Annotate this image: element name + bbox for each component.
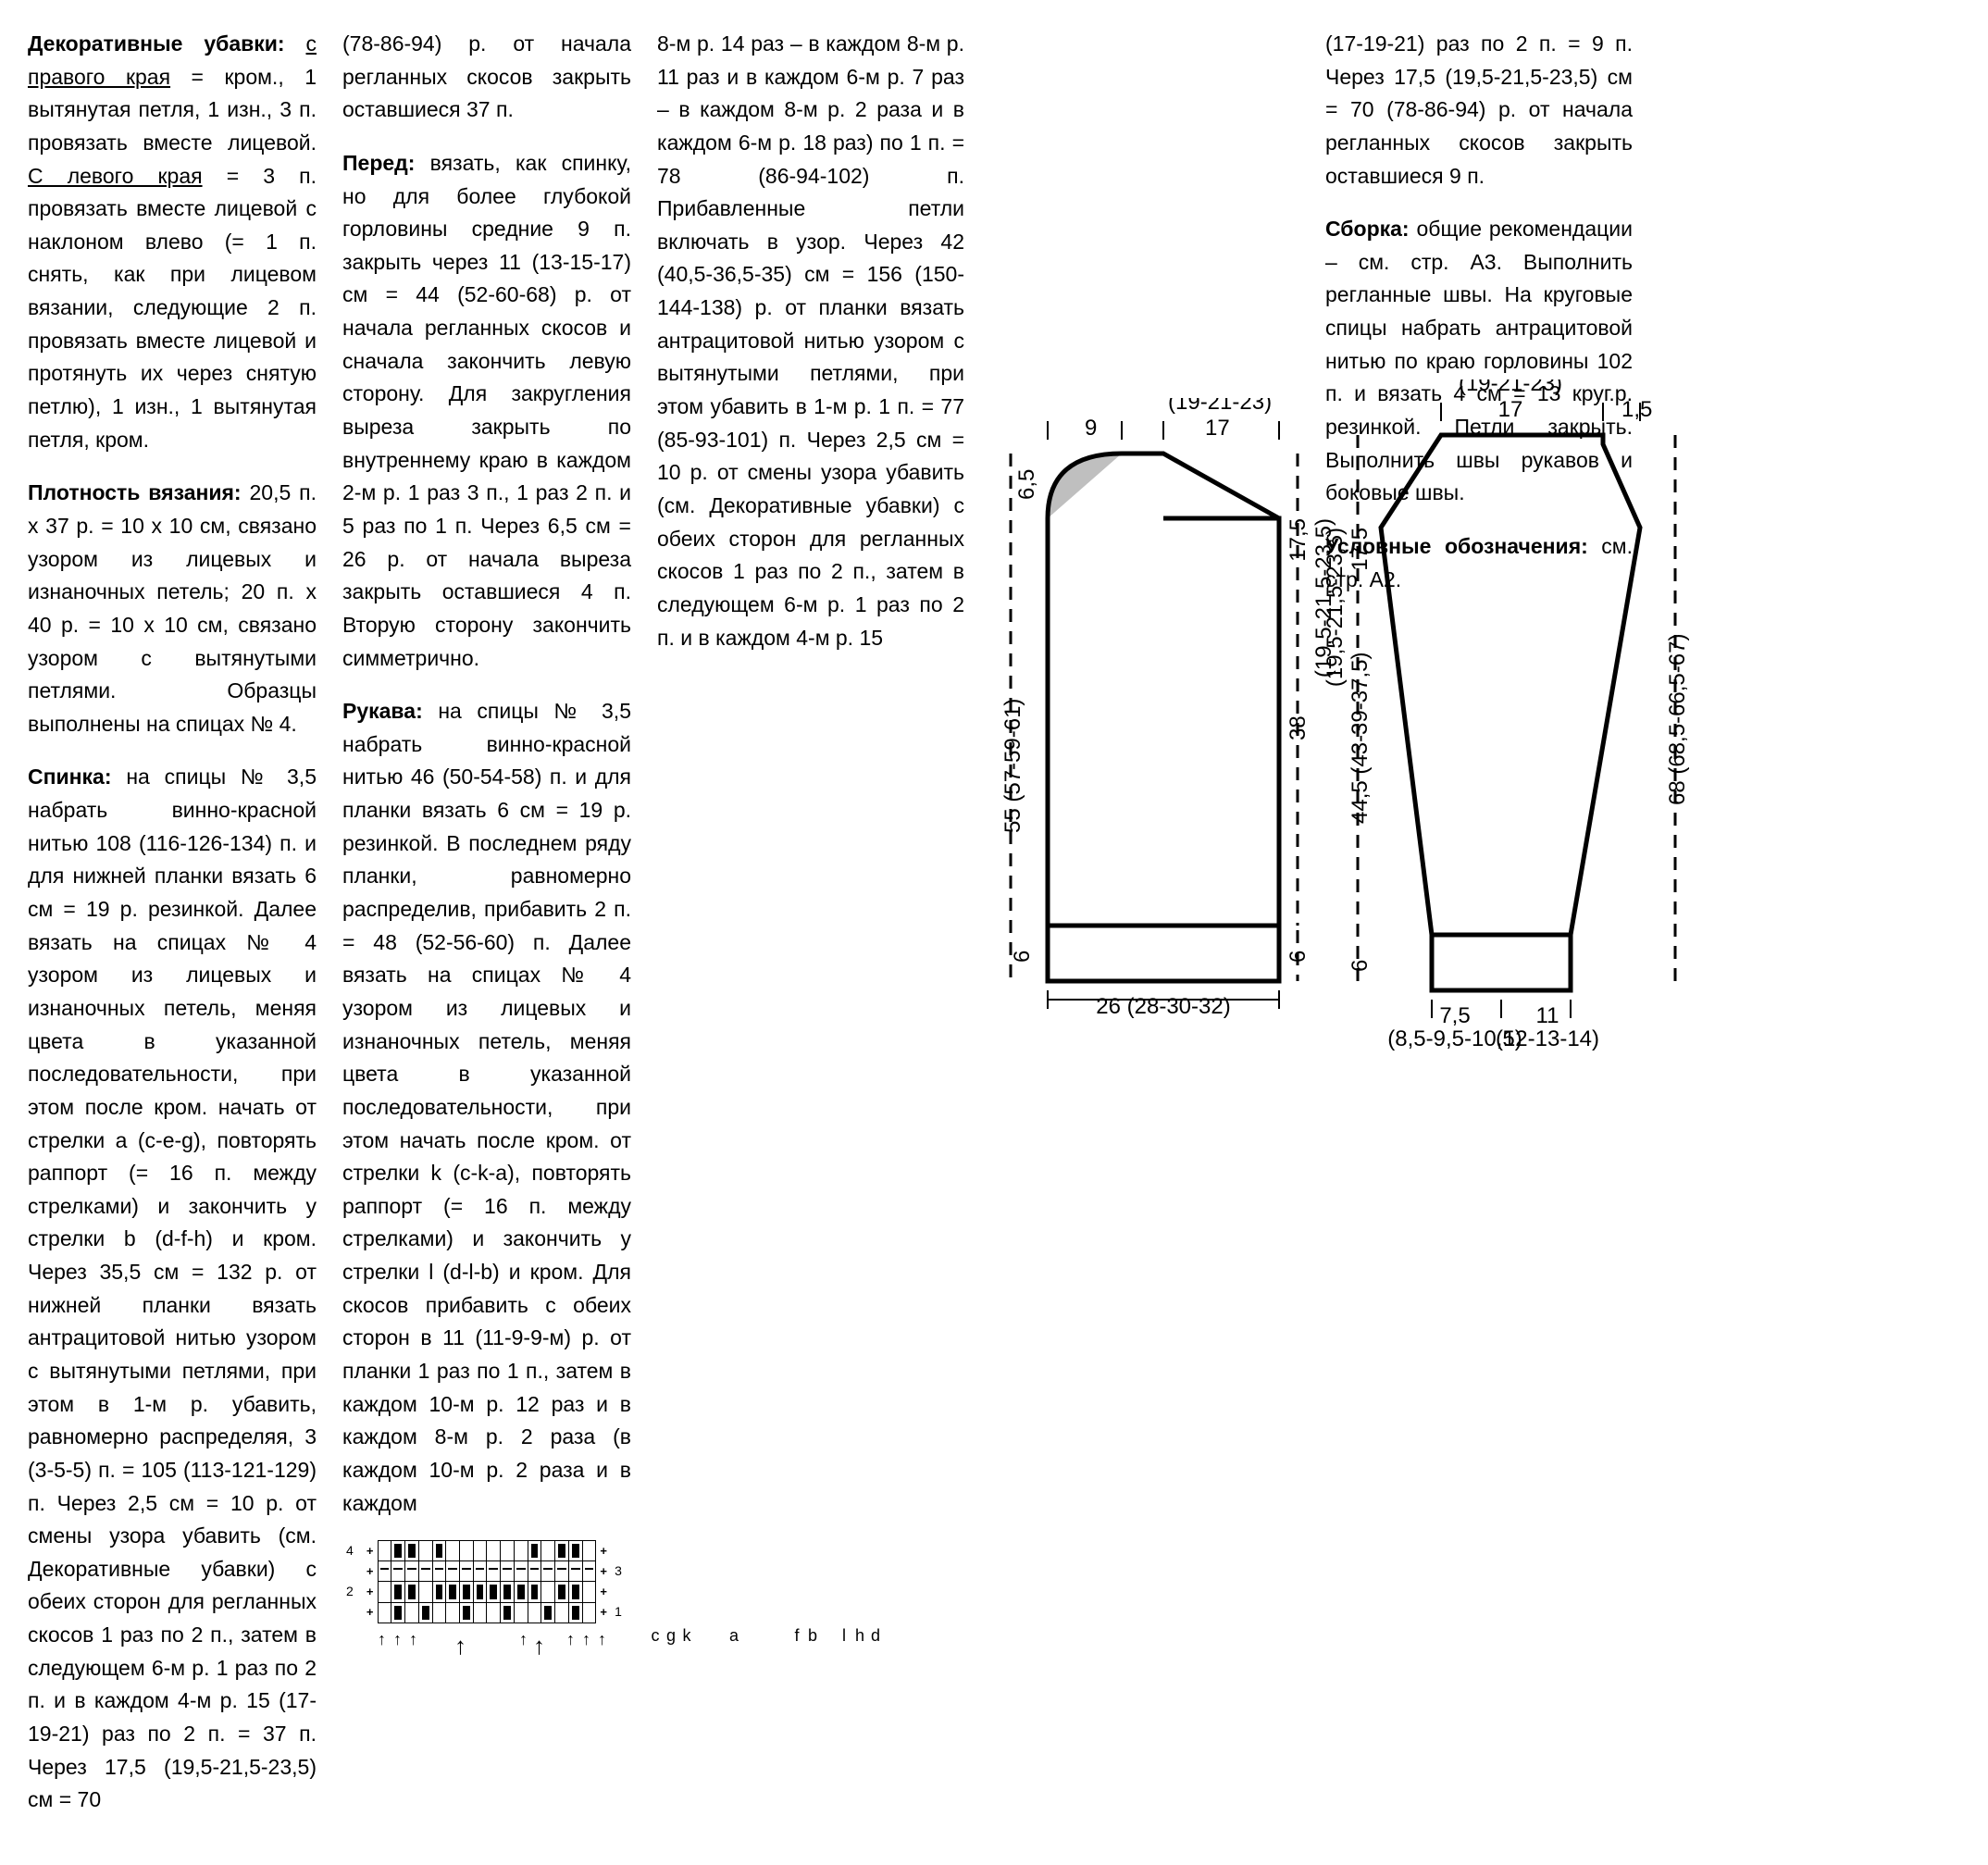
s-b11p: (12-13-14) — [1496, 1026, 1599, 1051]
sleeve-diagram: 17 1,5 (19-21-23) 17,5 (19,5-21,5-23,5) … — [1325, 379, 1723, 1138]
s-top-17: 17 — [1498, 397, 1523, 422]
underline-left-edge: С левого края — [28, 164, 203, 188]
s-175p: (19,5-21,5-23,5) — [1325, 528, 1348, 687]
para-decorative: Декоративные убавки: с правого края = кр… — [28, 28, 317, 456]
para-sleeves-end: (17-19-21) раз по 2 п. = 9 п. Через 17,5… — [1325, 28, 1633, 193]
text1b: = 3 п. провязать вместе лицевой с наклон… — [28, 164, 317, 452]
text-back: на спицы № 3,5 набрать винно-красной нит… — [28, 765, 317, 1811]
label-sleeves: Рукава: — [342, 699, 423, 723]
dim-bottom: 26 (28-30-32) — [1096, 994, 1230, 1019]
label-back: Спинка: — [28, 765, 112, 789]
dim-top-17: 17 — [1205, 416, 1230, 441]
label-gauge: Плотность вязания: — [28, 480, 242, 504]
dim-top-paren: (19-21-23) — [1168, 398, 1272, 415]
chart-arrows: ↑↑↑↑↑↑↑↑↑cgkafblhd — [358, 1627, 631, 1664]
chart-grid: 4++++32++++1 — [342, 1540, 631, 1623]
column-3: 8-м р. 14 раз – в каждом 8-м р. 11 раз и… — [657, 28, 964, 1837]
para-gauge: Плотность вязания: 20,5 п. x 37 р. = 10 … — [28, 477, 317, 740]
s-6: 6 — [1348, 960, 1373, 972]
s-b75: 7,5 — [1439, 1003, 1470, 1028]
stitch-chart: 4++++32++++1 ↑↑↑↑↑↑↑↑↑cgkafblhd — [342, 1540, 631, 1664]
s-68: 68 (68,5-66,5-67) — [1665, 634, 1690, 805]
s-top-paren: (19-21-23) — [1459, 379, 1562, 396]
s-175: 17,5 — [1348, 528, 1373, 571]
para-sleeves: Рукава: на спицы № 3,5 набрать винно-кра… — [342, 695, 631, 1520]
para-front: Перед: вязать, как спинку, но для более … — [342, 147, 631, 675]
para-back-cont: (78-86-94) р. от начала регланных скосов… — [342, 28, 631, 127]
body-diagram: 9 17 (19-21-23) 6,5 17,5 (19,5-21,5-23,5… — [955, 398, 1344, 1111]
dim-55: 55 (57-59-61) — [1000, 699, 1025, 833]
label-front: Перед: — [342, 151, 415, 175]
label-assembly: Сборка: — [1325, 217, 1410, 241]
dim-top-9: 9 — [1085, 416, 1097, 441]
text-sleeves-end: (17-19-21) раз по 2 п. = 9 п. Через 17,5… — [1325, 31, 1633, 188]
text-gauge: 20,5 п. x 37 р. = 10 x 10 см, связано уз… — [28, 480, 317, 735]
dim-65: 6,5 — [1014, 469, 1039, 500]
column-2: (78-86-94) р. от начала регланных скосов… — [342, 28, 631, 1837]
right-side: (17-19-21) раз по 2 п. = 9 п. Через 17,5… — [992, 28, 1960, 1837]
para-sleeves-cont: 8-м р. 14 раз – в каждом 8-м р. 11 раз и… — [657, 28, 964, 654]
column-1: Декоративные убавки: с правого края = кр… — [28, 28, 317, 1837]
s-445: 44,5 (43-39-37,5) — [1348, 653, 1373, 824]
text-columns: Декоративные убавки: с правого края = кр… — [28, 28, 964, 1837]
text-back-cont: (78-86-94) р. от начала регланных скосов… — [342, 31, 631, 121]
s-top-15: 1,5 — [1621, 397, 1652, 422]
text-sleeves: на спицы № 3,5 набрать винно-красной нит… — [342, 699, 631, 1514]
text-sleeves-cont: 8-м р. 14 раз – в каждом 8-м р. 11 раз и… — [657, 31, 964, 650]
dim-6l: 6 — [1010, 951, 1035, 963]
label-decorative: Декоративные убавки: — [28, 31, 285, 56]
text-front: вязать, как спинку, но для более глубоко… — [342, 151, 631, 670]
s-b11: 11 — [1536, 1003, 1559, 1028]
para-back: Спинка: на спицы № 3,5 набрать винно-кра… — [28, 761, 317, 1817]
page-layout: Декоративные убавки: с правого края = кр… — [28, 28, 1960, 1837]
